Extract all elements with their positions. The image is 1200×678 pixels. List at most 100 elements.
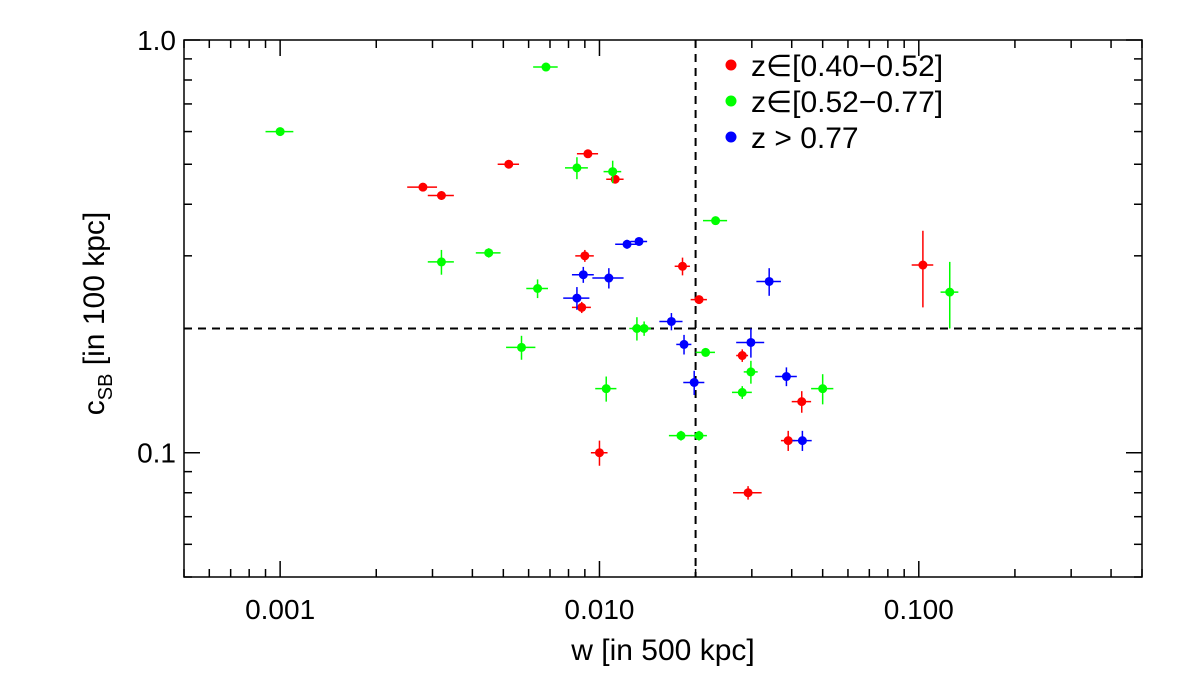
data-point (576, 149, 599, 159)
data-point (733, 486, 762, 500)
data-marker (694, 295, 704, 305)
data-marker (746, 337, 756, 347)
data-marker (818, 384, 828, 394)
data-marker (436, 191, 446, 201)
y-axis-title: cSB [in 100 kpc] (78, 212, 117, 415)
data-marker (737, 387, 747, 397)
axis-labels: 0.001 0.010 0.100 0.1 1.0 w [in 500 kpc] cSB [… (78, 25, 954, 667)
data-marker (436, 257, 446, 267)
data-marker (737, 351, 747, 361)
x-tick-label: 0.010 (564, 594, 634, 625)
data-point (565, 157, 588, 180)
data-point (690, 430, 707, 441)
data-marker (583, 149, 593, 159)
data-point (606, 174, 624, 184)
data-marker (689, 377, 699, 387)
x-tick-label: 0.100 (884, 594, 954, 625)
x-tick-label: 0.001 (245, 594, 315, 625)
data-marker (694, 431, 704, 441)
data-marker (275, 127, 285, 137)
data-point (497, 159, 520, 169)
data-marker (594, 448, 604, 458)
data-point (695, 347, 715, 357)
data-marker (418, 182, 428, 192)
data-marker (945, 287, 955, 297)
data-point (683, 370, 705, 396)
data-point (731, 386, 752, 399)
data-marker (484, 248, 494, 258)
data-marker (711, 216, 721, 226)
data-marker (572, 293, 582, 303)
data-marker (572, 163, 582, 173)
data-marker (580, 251, 590, 261)
y-axis-title-main: c (78, 400, 111, 415)
data-point (475, 248, 501, 258)
data-marker (743, 488, 753, 498)
data-point (756, 268, 781, 296)
data-point (533, 62, 558, 72)
legend: z∈[0.40−0.52]z∈[0.52−0.77]z > 0.77 (725, 50, 943, 155)
data-marker (608, 167, 618, 177)
legend-marker (725, 59, 737, 71)
data-marker (764, 276, 774, 286)
data-marker (578, 270, 588, 280)
data-marker (797, 436, 807, 446)
data-marker (577, 302, 587, 312)
legend-label: z > 0.77 (751, 122, 859, 155)
data-point (775, 367, 797, 387)
data-marker (797, 397, 807, 407)
data-point (940, 261, 959, 329)
data-points (265, 62, 959, 500)
data-marker (639, 323, 649, 333)
data-point (427, 191, 454, 201)
data-point (575, 249, 594, 262)
data-point (526, 279, 549, 299)
data-point (603, 160, 622, 184)
reference-lines (184, 40, 1142, 577)
data-marker (601, 384, 611, 394)
data-point (265, 127, 294, 137)
data-marker (781, 372, 791, 382)
data-point (563, 287, 590, 310)
data-point (636, 321, 651, 336)
y-axis-title-rest: [in 100 kpc] (78, 212, 111, 374)
data-point (630, 236, 648, 246)
data-point (792, 430, 812, 451)
data-point (571, 301, 591, 314)
y-tick-label: 0.1 (137, 438, 176, 469)
data-marker (746, 367, 756, 377)
data-marker (676, 431, 686, 441)
data-point (674, 257, 690, 276)
axis-ticks (183, 39, 1143, 578)
x-axis-title: w [in 500 kpc] (570, 634, 754, 667)
data-point (811, 374, 834, 405)
data-point (427, 249, 454, 275)
data-marker (541, 62, 551, 72)
plot-frame (183, 39, 1143, 578)
y-axis-title-subscript: SB (95, 374, 117, 401)
legend-label: z∈[0.52−0.77] (751, 86, 943, 119)
data-marker (783, 436, 793, 446)
legend-label: z∈[0.40−0.52] (751, 50, 943, 83)
data-point (736, 328, 765, 358)
data-point (407, 182, 438, 192)
data-point (571, 266, 594, 283)
data-marker (622, 239, 632, 249)
data-point (911, 230, 934, 308)
data-point (590, 440, 608, 466)
data-point (736, 349, 749, 362)
data-point (668, 430, 693, 441)
data-marker (634, 236, 644, 246)
legend-marker (725, 131, 737, 143)
data-marker (666, 316, 676, 326)
data-point (615, 239, 638, 249)
data-point (791, 391, 812, 413)
data-marker (533, 284, 543, 294)
data-marker (678, 261, 688, 271)
data-point (506, 335, 536, 360)
data-marker (701, 347, 711, 357)
data-point (690, 295, 707, 305)
data-point (743, 360, 758, 384)
data-marker (604, 273, 614, 283)
